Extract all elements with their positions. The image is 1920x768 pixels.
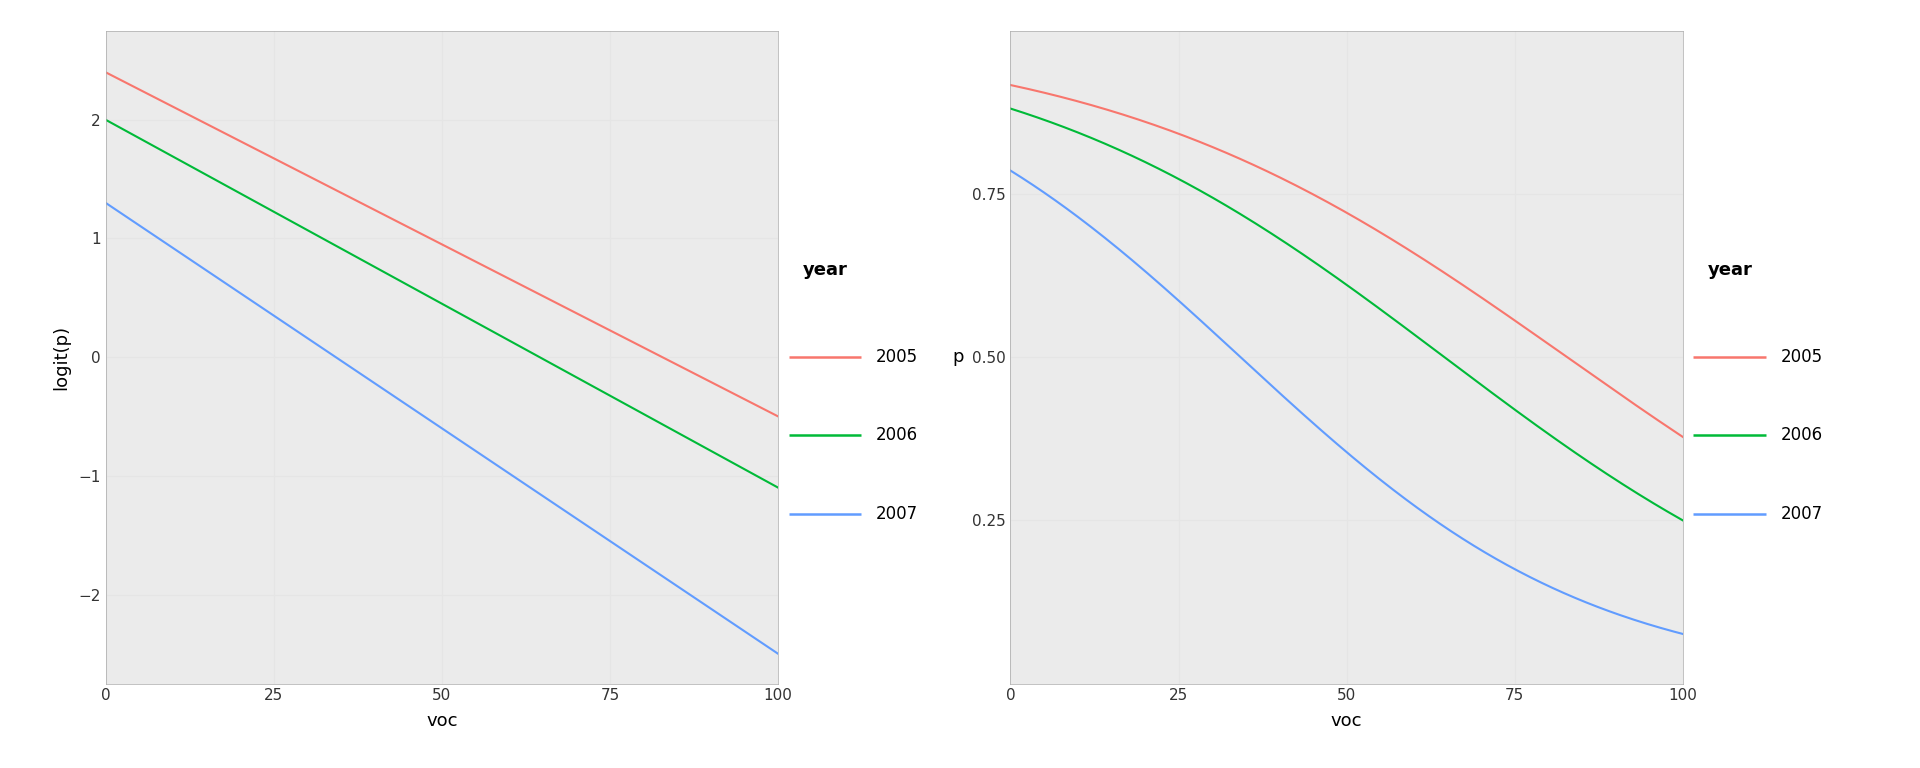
X-axis label: voc: voc bbox=[426, 712, 457, 730]
Text: 2006: 2006 bbox=[876, 426, 918, 445]
Text: year: year bbox=[803, 261, 849, 279]
Text: 2005: 2005 bbox=[876, 348, 918, 366]
X-axis label: voc: voc bbox=[1331, 712, 1363, 730]
Text: 2005: 2005 bbox=[1782, 348, 1822, 366]
Text: 2007: 2007 bbox=[1782, 505, 1822, 523]
Y-axis label: logit(p): logit(p) bbox=[52, 325, 69, 389]
Text: year: year bbox=[1709, 261, 1753, 279]
Y-axis label: p: p bbox=[952, 348, 964, 366]
Text: 2006: 2006 bbox=[1782, 426, 1822, 445]
Text: 2007: 2007 bbox=[876, 505, 918, 523]
